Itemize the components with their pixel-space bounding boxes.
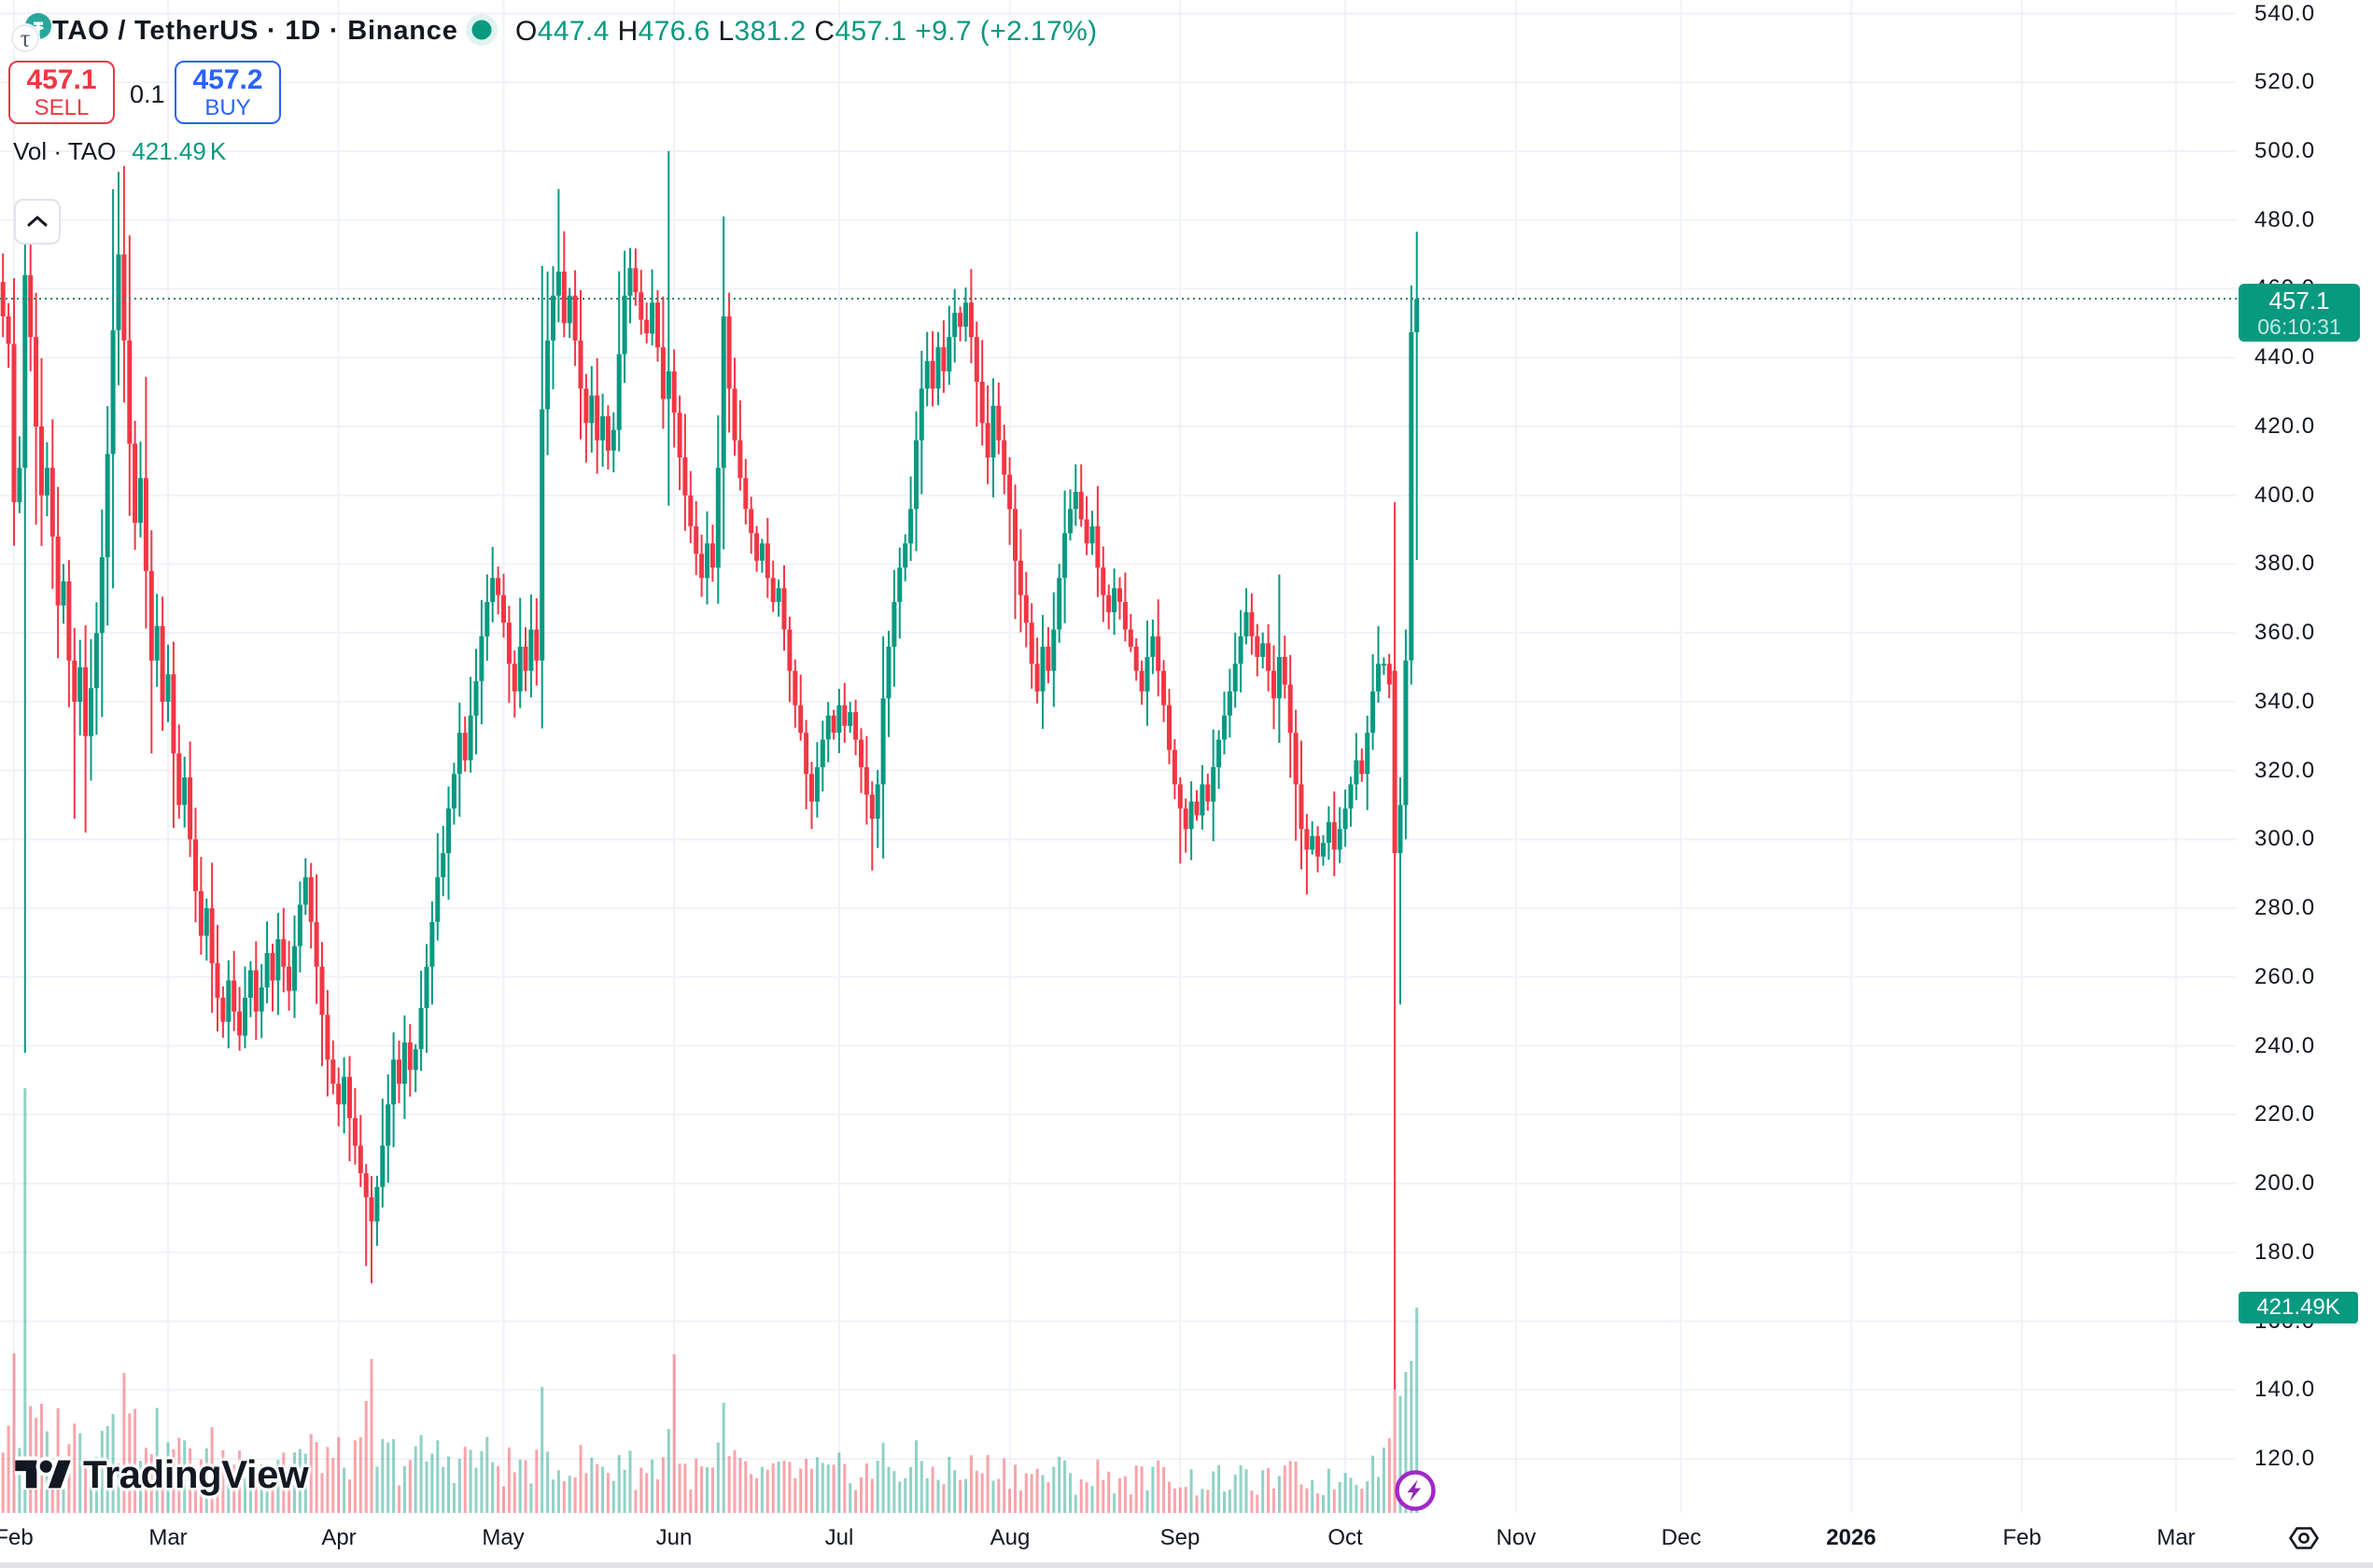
svg-text:τ: τ (21, 25, 30, 52)
